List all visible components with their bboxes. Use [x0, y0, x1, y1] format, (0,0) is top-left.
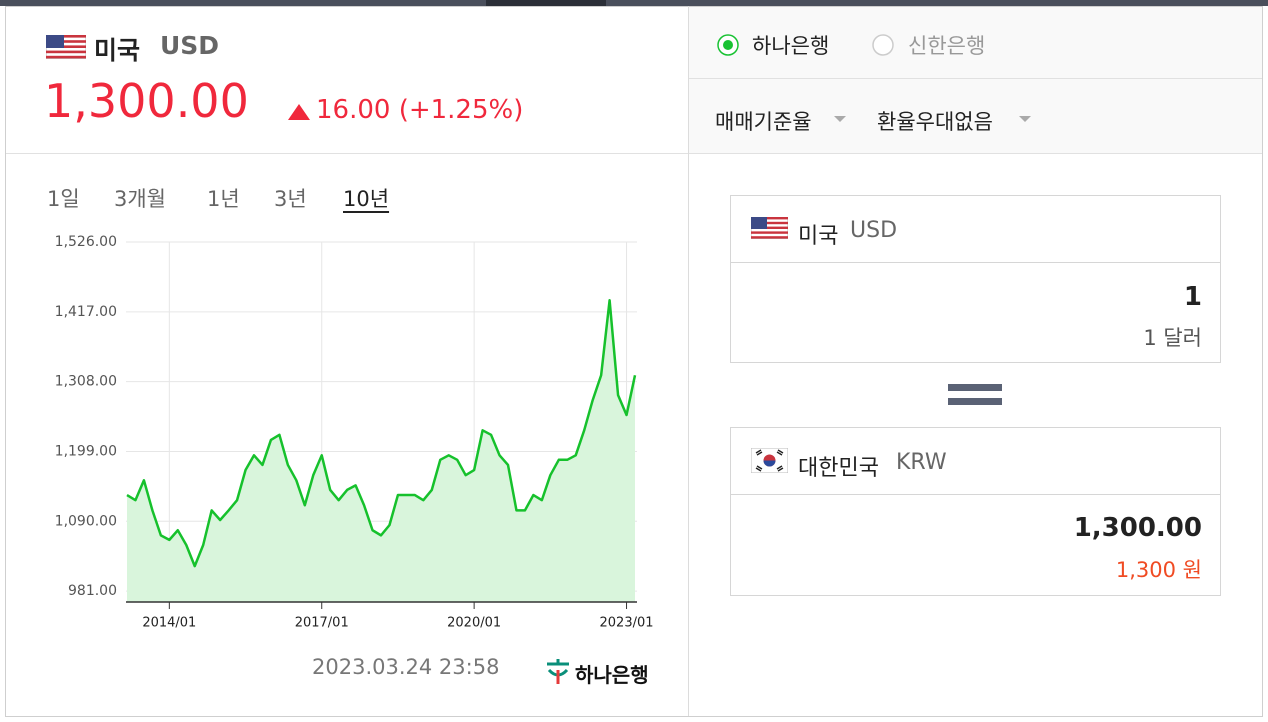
x-tick-label: 2017/01 [295, 616, 349, 631]
y-tick-label: 1,090.00 [55, 513, 117, 529]
currency-code: USD [160, 31, 220, 60]
top-bar-mark [486, 0, 606, 6]
rate-chart: 981.00 1,090.00 1,199.00 1,308.00 1,417.00 1,… [55, 234, 654, 631]
dropdown-caret [1019, 116, 1031, 122]
timestamp: 2023.03.24 23:58 [312, 655, 500, 679]
options-panel [689, 7, 1262, 153]
up-arrow [288, 104, 310, 120]
bank-logo-mark [547, 659, 569, 684]
country-name: 미국 [798, 224, 839, 249]
period-tab-selected[interactable]: 10년 [343, 187, 390, 211]
rate-type-dropdown[interactable]: 매매기준율 [715, 110, 812, 134]
period-tab[interactable]: 3개월 [114, 187, 167, 211]
us-flag [46, 35, 86, 59]
options-divider [689, 78, 1262, 79]
x-tick-label: 2014/01 [142, 616, 196, 631]
bank-option[interactable]: 신한은행 [908, 34, 986, 58]
header-divider [6, 153, 688, 154]
currency-code: KRW [896, 450, 947, 475]
radio-selected[interactable] [716, 33, 740, 57]
y-tick-label: 981.00 [68, 583, 117, 599]
y-tick-label: 1,308.00 [55, 374, 117, 390]
amount-input[interactable]: 1 [1183, 282, 1202, 312]
converter-to-head: 대한민국 KRW [731, 428, 1220, 495]
bank-logo-text: 하나은행 [575, 663, 649, 687]
converter-from-head: 미국 USD [731, 196, 1220, 263]
y-tick-label: 1,199.00 [55, 443, 117, 459]
dropdown-caret [834, 116, 846, 122]
converter-to: 대한민국 KRW 1,300.00 1,300 원 [730, 427, 1221, 596]
bank-option[interactable]: 하나은행 [752, 34, 830, 58]
kr-flag [751, 448, 788, 473]
period-tab[interactable]: 3년 [274, 187, 307, 211]
equals-sign [948, 384, 1002, 405]
period-tab[interactable]: 1일 [47, 187, 80, 211]
options-divider [689, 153, 1262, 154]
country-name: 미국 [94, 36, 141, 65]
amount-output: 1,300.00 [1073, 513, 1202, 543]
area [127, 300, 635, 602]
y-tick-label: 1,526.00 [55, 234, 117, 250]
country-name: 대한민국 [798, 456, 879, 481]
discount-dropdown[interactable]: 환율우대없음 [877, 110, 993, 134]
period-tab[interactable]: 1년 [207, 187, 240, 211]
converter-from: 미국 USD 1 1 달러 [730, 195, 1221, 363]
currency-code: USD [850, 218, 898, 243]
x-tick-label: 2023/01 [600, 616, 654, 631]
y-tick-label: 1,417.00 [55, 304, 117, 320]
widget-frame [5, 6, 1263, 717]
x-tick-label: 2020/01 [447, 616, 501, 631]
us-flag [751, 217, 788, 239]
price-change: 16.00 (+1.25%) [316, 95, 524, 125]
amount-text: 1 달러 [1143, 326, 1202, 350]
top-bar [0, 0, 1268, 6]
amount-text: 1,300 원 [1115, 558, 1202, 582]
panel-divider [688, 6, 689, 716]
price: 1,300.00 [44, 74, 249, 128]
line [126, 299, 637, 568]
radio[interactable] [871, 33, 895, 57]
